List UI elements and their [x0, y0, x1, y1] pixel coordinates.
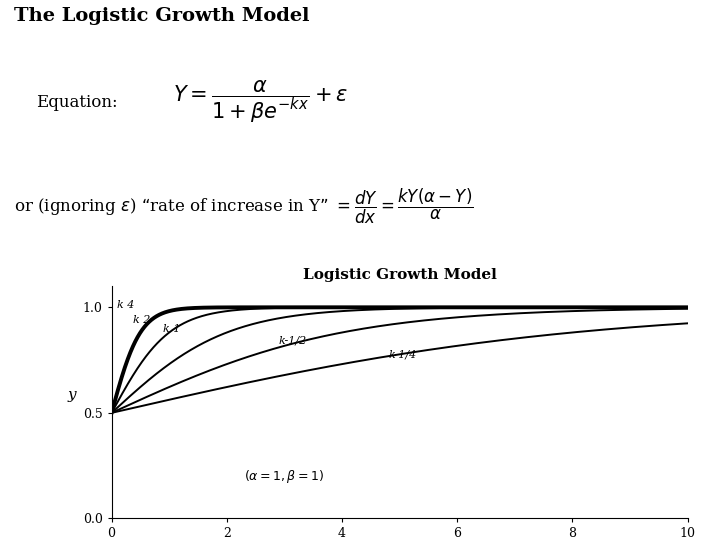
- Y-axis label: y: y: [67, 388, 76, 402]
- Text: $Y = \dfrac{\alpha}{1 + \beta e^{-kx}} + \varepsilon$: $Y = \dfrac{\alpha}{1 + \beta e^{-kx}} +…: [173, 79, 348, 125]
- Text: $(\alpha=1, \beta=1)$: $(\alpha=1, \beta=1)$: [245, 468, 324, 485]
- Text: The Logistic Growth Model: The Logistic Growth Model: [14, 7, 310, 25]
- Text: Equation:: Equation:: [36, 93, 117, 111]
- Title: Logistic Growth Model: Logistic Growth Model: [302, 268, 497, 282]
- Text: k 4: k 4: [117, 300, 135, 310]
- Text: or (ignoring $\varepsilon$) “rate of increase in Y” $= \dfrac{dY}{dx} = \dfrac{k: or (ignoring $\varepsilon$) “rate of inc…: [14, 187, 474, 226]
- Text: k-1/4: k-1/4: [388, 350, 416, 360]
- Text: k 1: k 1: [163, 325, 181, 334]
- Text: k-1/2: k-1/2: [279, 335, 307, 345]
- Text: k 2: k 2: [133, 315, 151, 325]
